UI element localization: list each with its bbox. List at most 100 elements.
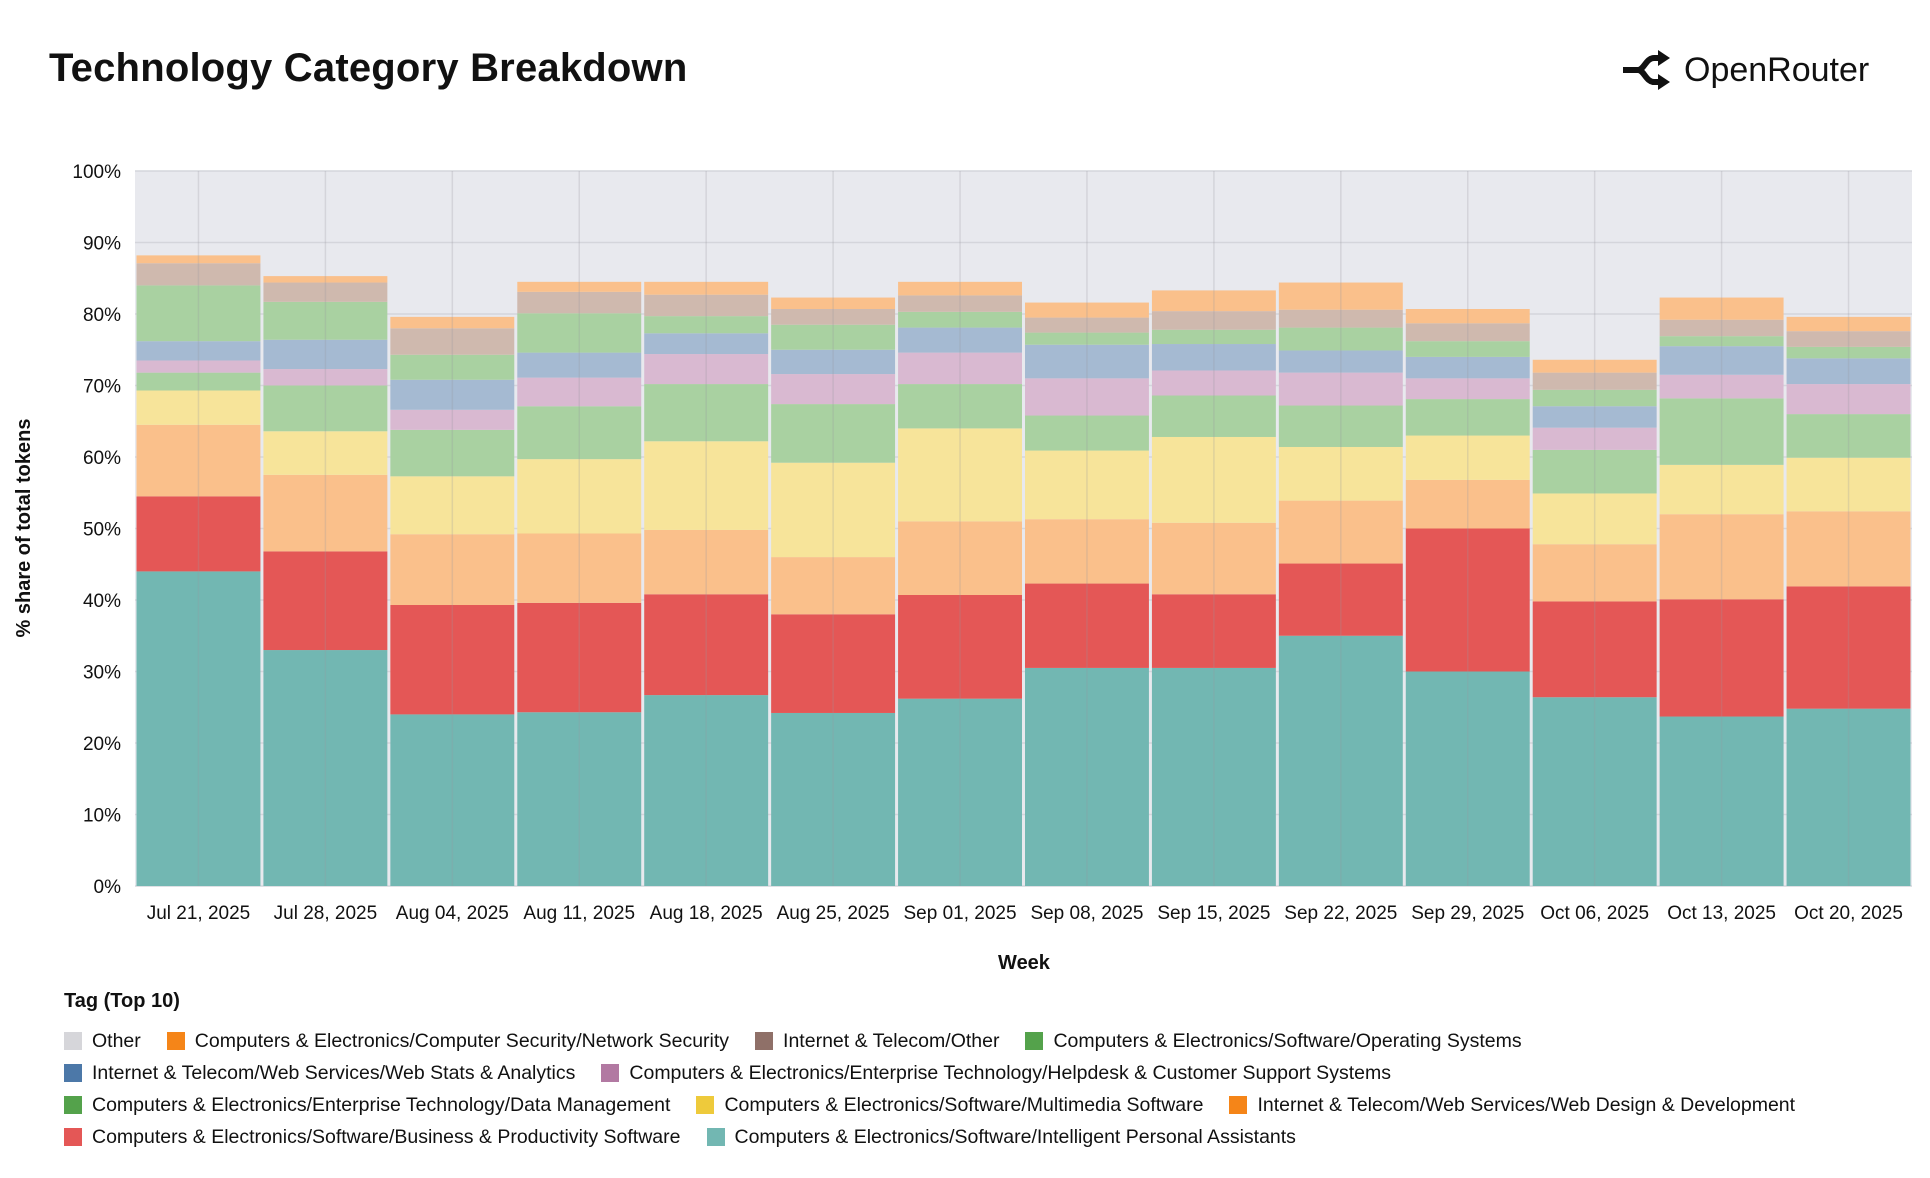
bar-segment[interactable] — [263, 369, 388, 386]
bar-segment[interactable] — [1659, 297, 1784, 320]
bar-segment[interactable] — [136, 341, 261, 361]
bar-segment[interactable] — [1278, 350, 1403, 373]
bar-segment[interactable] — [1405, 356, 1530, 379]
bar-segment[interactable] — [1405, 341, 1530, 357]
bar-segment[interactable] — [136, 360, 261, 373]
bar-segment[interactable] — [1278, 446, 1403, 501]
legend-item[interactable]: Computers & Electronics/Enterprise Techn… — [601, 1062, 1391, 1085]
bar-segment[interactable] — [1405, 399, 1530, 436]
bar-segment[interactable] — [1151, 594, 1276, 668]
bar-segment[interactable] — [1151, 667, 1276, 886]
bar-segment[interactable] — [1659, 398, 1784, 465]
legend-item[interactable]: Internet & Telecom/Other — [755, 1030, 999, 1053]
bar-segment[interactable] — [517, 602, 642, 713]
bar-segment[interactable] — [517, 313, 642, 353]
bar-segment[interactable] — [517, 291, 642, 314]
bar-segment[interactable] — [644, 333, 769, 355]
bar-segment[interactable] — [517, 533, 642, 603]
bar-segment[interactable] — [1786, 358, 1911, 385]
bar-segment[interactable] — [390, 316, 515, 329]
bar-segment[interactable] — [517, 712, 642, 886]
bar-segment[interactable] — [1151, 344, 1276, 371]
legend-item[interactable]: Other — [64, 1030, 141, 1053]
bar-segment[interactable] — [898, 352, 1022, 385]
bar-segment[interactable] — [136, 571, 261, 886]
bar-segment[interactable] — [1151, 329, 1276, 345]
bar-segment[interactable] — [1025, 450, 1149, 520]
bar-segment[interactable] — [263, 385, 388, 432]
bar-segment[interactable] — [1532, 697, 1657, 886]
bar-segment[interactable] — [136, 496, 261, 572]
bar-segment[interactable] — [644, 316, 769, 334]
legend-item[interactable]: Computers & Electronics/Computer Securit… — [166, 1030, 729, 1053]
bar-segment[interactable] — [1151, 370, 1276, 396]
bar-segment[interactable] — [771, 324, 896, 350]
bar-segment[interactable] — [644, 294, 769, 317]
bar-segment[interactable] — [263, 301, 388, 340]
bar-segment[interactable] — [771, 297, 896, 309]
bar-segment[interactable] — [263, 650, 388, 886]
legend-item[interactable]: Internet & Telecom/Web Services/Web Desi… — [1229, 1094, 1795, 1117]
bar-segment[interactable] — [1786, 384, 1911, 415]
bar-segment[interactable] — [1278, 500, 1403, 564]
bar-segment[interactable] — [1786, 586, 1911, 709]
bar-segment[interactable] — [898, 295, 1022, 312]
bar-segment[interactable] — [1659, 464, 1784, 515]
bar-segment[interactable] — [390, 605, 515, 715]
bar-segment[interactable] — [898, 521, 1022, 595]
bar-segment[interactable] — [1278, 309, 1403, 328]
bar-segment[interactable] — [517, 406, 642, 460]
bar-segment[interactable] — [390, 354, 515, 380]
bar-segment[interactable] — [1025, 344, 1149, 379]
bar-segment[interactable] — [644, 441, 769, 530]
bar-segment[interactable] — [1786, 708, 1911, 886]
bar-segment[interactable] — [644, 354, 769, 385]
bar-segment[interactable] — [1151, 522, 1276, 595]
bar-segment[interactable] — [263, 474, 388, 552]
bar-segment[interactable] — [1659, 514, 1784, 600]
bar-segment[interactable] — [390, 328, 515, 355]
bar-segment[interactable] — [771, 404, 896, 463]
bar-segment[interactable] — [390, 534, 515, 606]
bar-segment[interactable] — [1786, 331, 1911, 347]
bar-segment[interactable] — [644, 594, 769, 696]
bar-segment[interactable] — [1405, 671, 1530, 887]
bar-segment[interactable] — [1025, 667, 1149, 886]
bar-segment[interactable] — [1025, 332, 1149, 345]
bar-segment[interactable] — [771, 557, 896, 615]
bar-segment[interactable] — [1659, 716, 1784, 886]
legend-item[interactable]: Computers & Electronics/Software/Intelli… — [706, 1126, 1296, 1149]
bar-segment[interactable] — [1659, 599, 1784, 717]
bar-segment[interactable] — [517, 352, 642, 378]
brand-logo[interactable]: OpenRouter — [1620, 50, 1869, 90]
bar-segment[interactable] — [1532, 359, 1657, 373]
bar-segment[interactable] — [1405, 528, 1530, 672]
bar-segment[interactable] — [1532, 493, 1657, 545]
bar-segment[interactable] — [390, 429, 515, 477]
bar-segment[interactable] — [1659, 319, 1784, 337]
bar-segment[interactable] — [898, 327, 1022, 353]
bar-segment[interactable] — [263, 276, 388, 283]
bar-segment[interactable] — [1278, 635, 1403, 886]
bar-segment[interactable] — [263, 282, 388, 302]
bar-segment[interactable] — [1278, 327, 1403, 351]
bar-segment[interactable] — [136, 372, 261, 391]
bar-segment[interactable] — [390, 476, 515, 535]
legend-item[interactable]: Internet & Telecom/Web Services/Web Stat… — [64, 1062, 575, 1085]
bar-segment[interactable] — [1025, 415, 1149, 451]
bar-segment[interactable] — [263, 339, 388, 370]
bar-segment[interactable] — [1025, 317, 1149, 333]
bar-segment[interactable] — [771, 374, 896, 405]
bar-segment[interactable] — [1532, 372, 1657, 390]
bar-segment[interactable] — [517, 377, 642, 407]
bar-segment[interactable] — [390, 714, 515, 886]
bar-segment[interactable] — [771, 712, 896, 886]
bar-segment[interactable] — [644, 281, 769, 295]
bar-segment[interactable] — [136, 390, 261, 425]
bar-segment[interactable] — [1532, 601, 1657, 698]
bar-segment[interactable] — [1405, 378, 1530, 400]
bar-segment[interactable] — [390, 409, 515, 430]
bar-segment[interactable] — [1025, 302, 1149, 318]
bar-segment[interactable] — [644, 384, 769, 442]
bar-segment[interactable] — [771, 308, 896, 325]
